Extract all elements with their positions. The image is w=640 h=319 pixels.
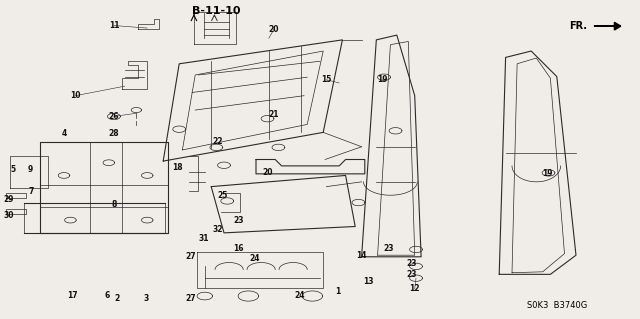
Text: 12: 12 [410,284,420,293]
Text: 32: 32 [212,225,223,234]
Text: 17: 17 [67,291,77,300]
Text: 10: 10 [70,91,81,100]
Text: 14: 14 [356,251,367,260]
Text: 29: 29 [3,195,13,204]
Text: B-11-10: B-11-10 [192,6,241,16]
Text: 27: 27 [186,252,196,261]
Text: 11: 11 [109,21,119,30]
Text: 27: 27 [186,294,196,303]
Text: 30: 30 [3,211,13,220]
Text: 1: 1 [335,287,340,296]
Text: 9: 9 [28,165,33,174]
Text: 23: 23 [406,259,417,268]
Text: 21: 21 [269,110,279,119]
Text: 24: 24 [294,291,305,300]
Text: 5: 5 [10,165,15,174]
Text: 26: 26 [109,112,119,121]
Text: 23: 23 [406,270,417,279]
Text: 28: 28 [109,130,119,138]
Text: S0K3  B3740G: S0K3 B3740G [527,301,587,310]
Text: 13: 13 [363,277,373,286]
Text: 18: 18 [173,163,183,172]
Text: 19: 19 [378,75,388,84]
Text: 25: 25 [218,191,228,200]
Text: 31: 31 [198,234,209,243]
Text: 16: 16 [234,244,244,253]
Text: FR.: FR. [570,21,588,31]
Text: 23: 23 [384,244,394,253]
Text: 20: 20 [262,168,273,177]
Text: 2: 2 [115,294,120,303]
Text: 7: 7 [28,187,33,196]
Text: 24: 24 [250,254,260,263]
Text: 3: 3 [143,294,148,303]
Text: 6: 6 [105,291,110,300]
Text: 8: 8 [111,200,116,209]
Text: 20: 20 [269,25,279,34]
Text: 4: 4 [61,130,67,138]
Text: 23: 23 [234,216,244,225]
Polygon shape [594,22,621,30]
Text: 19: 19 [542,169,552,178]
Text: 15: 15 [321,75,332,84]
Text: 22: 22 [212,137,223,146]
